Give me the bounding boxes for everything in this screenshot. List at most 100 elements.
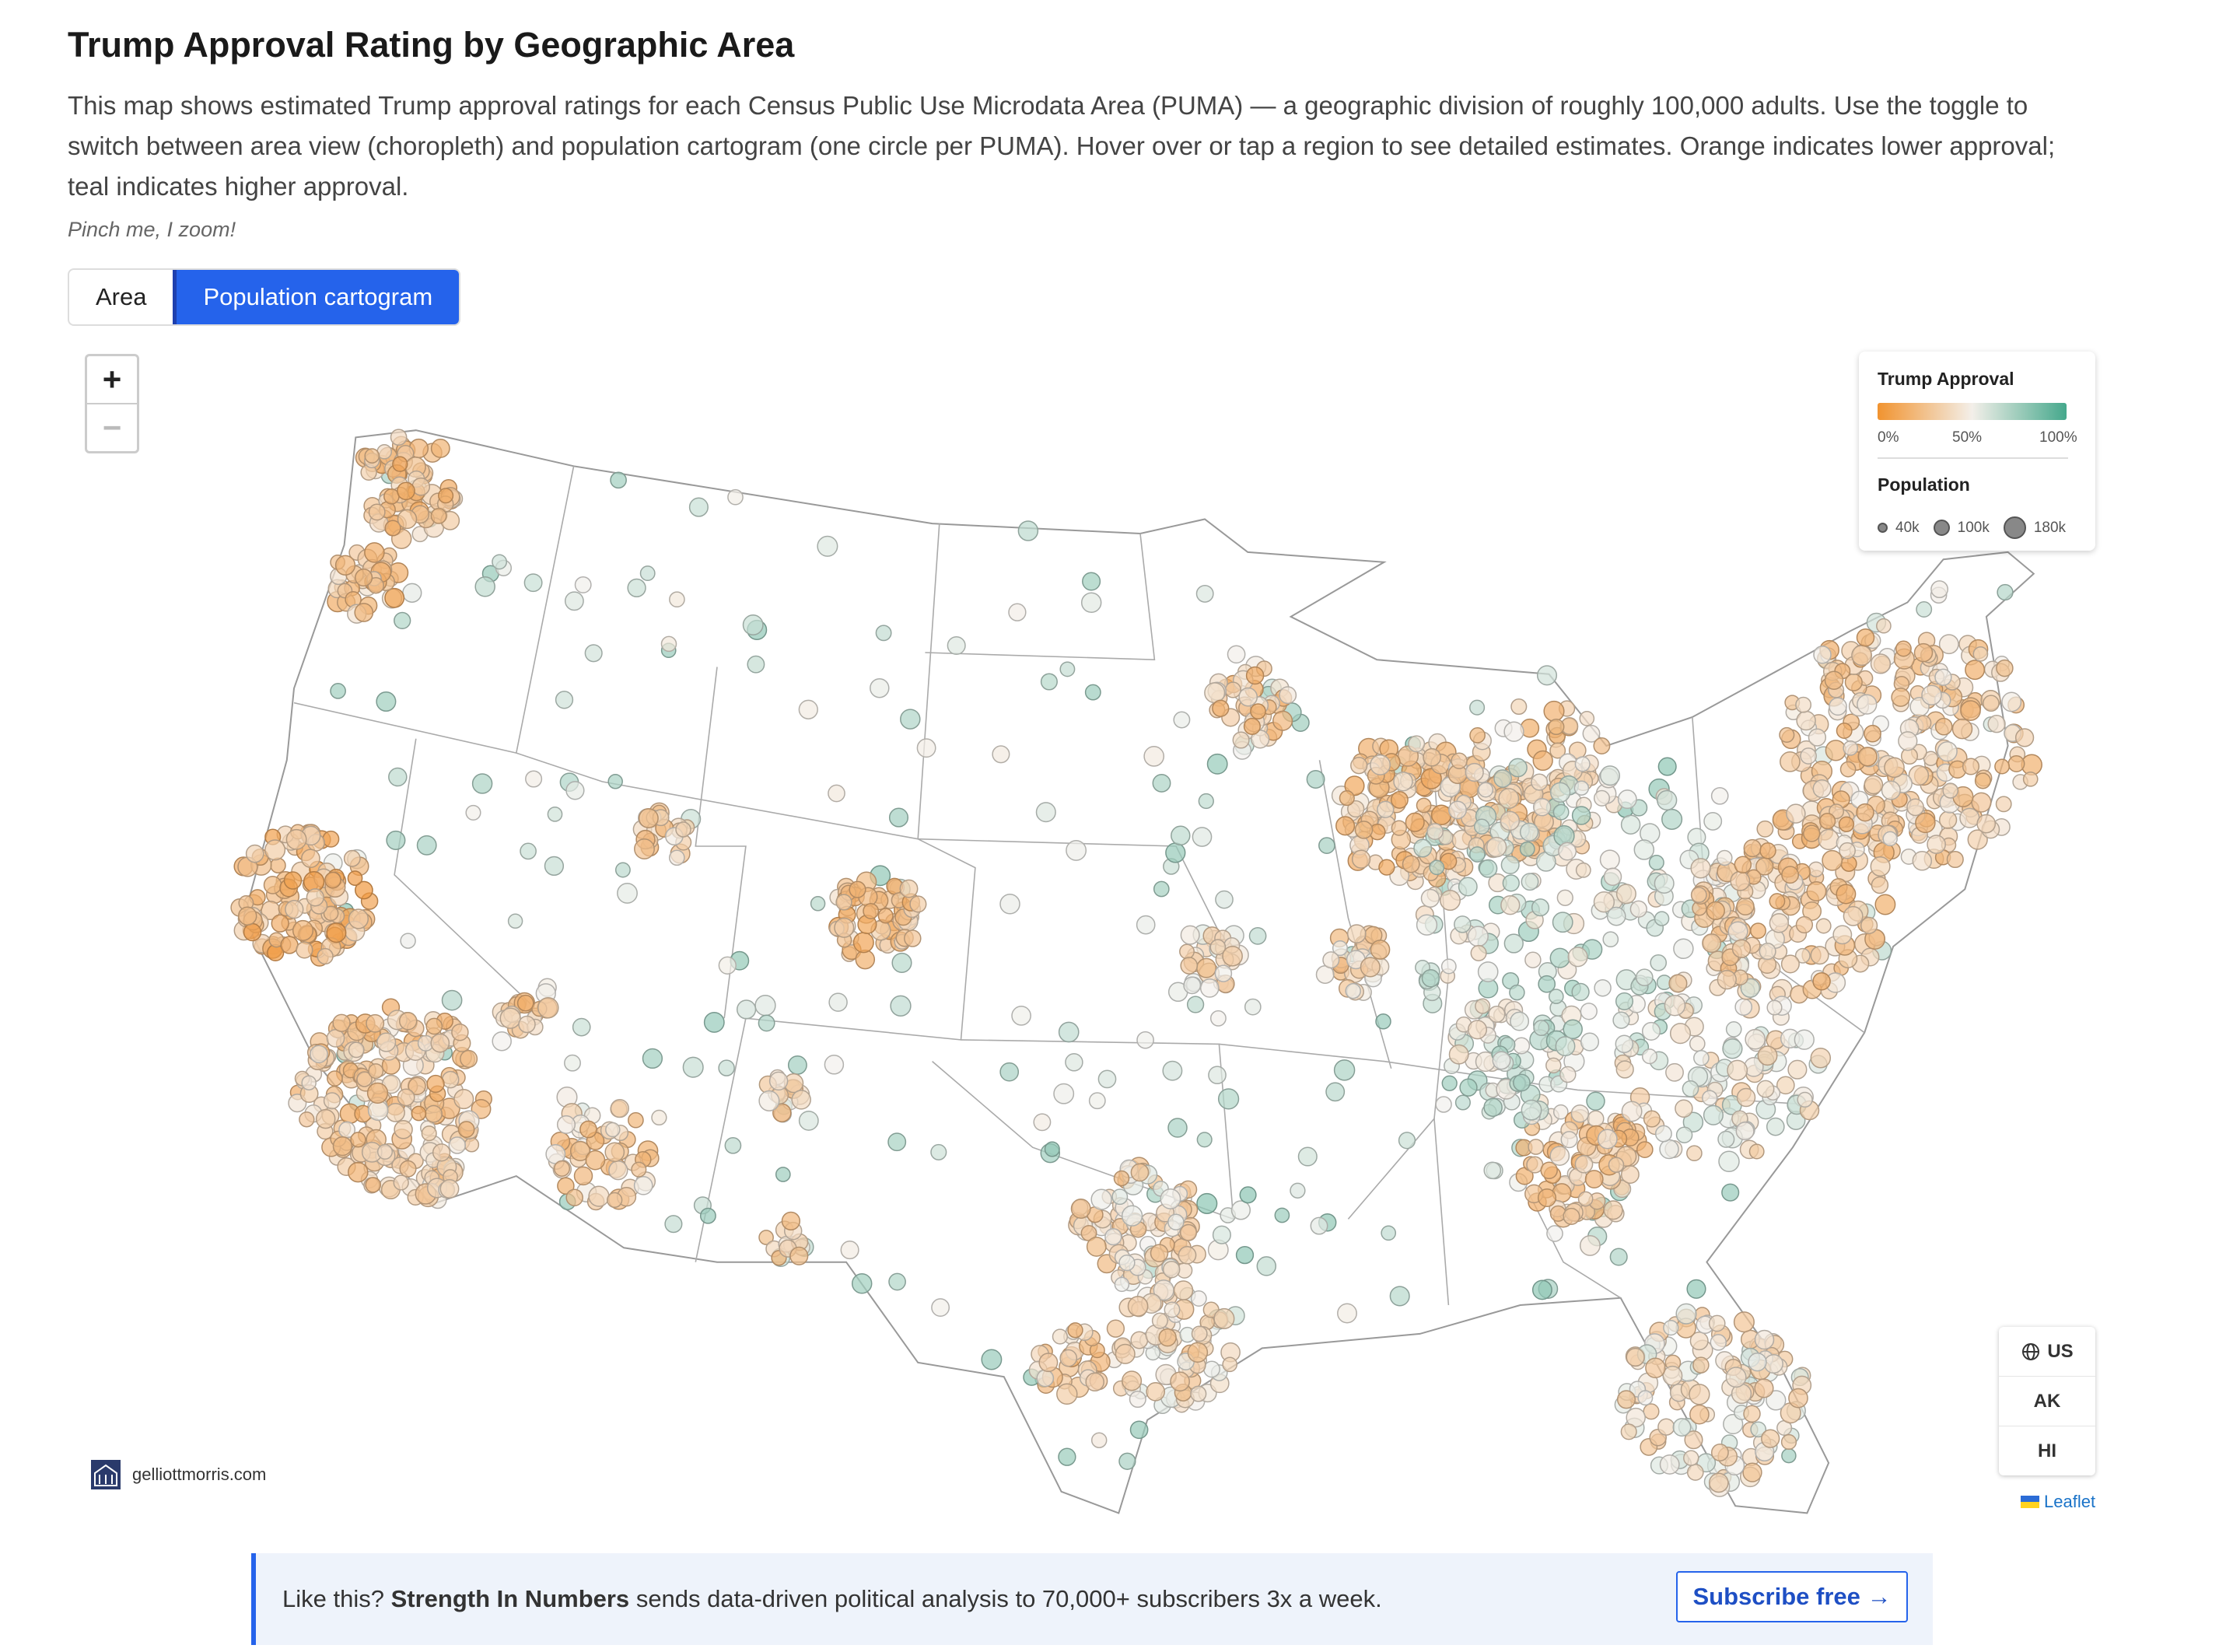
puma-circle[interactable] — [1483, 1097, 1503, 1117]
puma-circle[interactable] — [1059, 1349, 1078, 1367]
puma-circle[interactable] — [1884, 757, 1905, 779]
puma-circle[interactable] — [565, 781, 585, 800]
puma-circle[interactable] — [617, 882, 638, 904]
puma-circle[interactable] — [1256, 1256, 1277, 1276]
puma-circle[interactable] — [1552, 1104, 1569, 1120]
puma-circle[interactable] — [1548, 989, 1564, 1004]
puma-circle[interactable] — [877, 908, 894, 924]
puma-circle[interactable] — [1150, 1244, 1169, 1262]
puma-circle[interactable] — [1297, 1146, 1318, 1167]
puma-circle[interactable] — [1718, 1150, 1740, 1173]
puma-circle[interactable] — [1500, 810, 1521, 831]
puma-circle[interactable] — [1420, 768, 1442, 789]
puma-circle[interactable] — [1629, 900, 1647, 918]
puma-circle[interactable] — [1420, 888, 1440, 908]
puma-circle[interactable] — [564, 591, 584, 611]
puma-circle[interactable] — [492, 554, 508, 570]
puma-circle[interactable] — [1643, 1110, 1661, 1128]
puma-circle[interactable] — [364, 542, 385, 563]
puma-circle[interactable] — [1536, 665, 1558, 686]
puma-circle[interactable] — [579, 1120, 597, 1139]
puma-circle[interactable] — [1689, 1384, 1710, 1405]
puma-circle[interactable] — [1584, 1170, 1604, 1189]
puma-circle[interactable] — [1206, 753, 1228, 775]
puma-circle[interactable] — [356, 1071, 373, 1087]
puma-circle[interactable] — [1689, 1332, 1709, 1351]
puma-circle[interactable] — [1731, 939, 1752, 958]
puma-circle[interactable] — [1796, 710, 1816, 731]
puma-circle[interactable] — [1882, 831, 1898, 847]
puma-circle[interactable] — [1620, 1423, 1637, 1440]
puma-circle[interactable] — [1620, 1165, 1640, 1185]
puma-circle[interactable] — [642, 1048, 663, 1069]
puma-circle[interactable] — [1836, 723, 1853, 739]
puma-circle[interactable] — [1599, 765, 1621, 786]
puma-circle[interactable] — [451, 1023, 469, 1041]
puma-circle[interactable] — [299, 1111, 315, 1128]
puma-circle[interactable] — [453, 1089, 474, 1110]
puma-circle[interactable] — [1052, 1328, 1069, 1345]
puma-circle[interactable] — [1521, 1099, 1542, 1121]
puma-circle[interactable] — [899, 879, 919, 898]
puma-circle[interactable] — [1898, 731, 1918, 751]
puma-circle[interactable] — [668, 849, 685, 866]
puma-circle[interactable] — [1839, 761, 1857, 778]
puma-circle[interactable] — [426, 1074, 445, 1094]
puma-circle[interactable] — [1717, 849, 1733, 866]
puma-circle[interactable] — [264, 839, 286, 861]
puma-circle[interactable] — [1617, 789, 1637, 810]
puma-circle[interactable] — [1470, 944, 1487, 961]
puma-circle[interactable] — [981, 1349, 1003, 1370]
puma-circle[interactable] — [1492, 1051, 1511, 1070]
puma-circle[interactable] — [1824, 670, 1844, 690]
puma-circle[interactable] — [1912, 851, 1933, 871]
puma-circle[interactable] — [1706, 901, 1725, 921]
puma-circle[interactable] — [1725, 1021, 1742, 1038]
puma-circle[interactable] — [931, 1298, 950, 1318]
puma-circle[interactable] — [1860, 916, 1878, 935]
puma-circle[interactable] — [1440, 958, 1457, 975]
puma-circle[interactable] — [1829, 697, 1847, 716]
puma-circle[interactable] — [849, 880, 866, 898]
puma-circle[interactable] — [388, 767, 408, 787]
puma-circle[interactable] — [1538, 975, 1556, 993]
puma-circle[interactable] — [1199, 978, 1220, 998]
puma-circle[interactable] — [1058, 1447, 1076, 1466]
puma-circle[interactable] — [1563, 1207, 1580, 1225]
puma-circle[interactable] — [1721, 1183, 1740, 1202]
puma-circle[interactable] — [1325, 1082, 1346, 1102]
puma-circle[interactable] — [1465, 762, 1484, 782]
puma-circle[interactable] — [1937, 740, 1958, 762]
puma-circle[interactable] — [411, 1105, 427, 1122]
puma-circle[interactable] — [1736, 897, 1755, 916]
puma-circle[interactable] — [317, 947, 334, 965]
puma-circle[interactable] — [1664, 994, 1686, 1017]
puma-circle[interactable] — [1654, 911, 1670, 926]
puma-circle[interactable] — [614, 862, 631, 878]
puma-circle[interactable] — [1717, 969, 1737, 990]
puma-circle[interactable] — [1725, 1367, 1747, 1388]
puma-circle[interactable] — [1603, 1200, 1623, 1220]
puma-circle[interactable] — [1035, 802, 1056, 823]
puma-circle[interactable] — [394, 1120, 413, 1139]
puma-circle[interactable] — [430, 439, 450, 458]
puma-circle[interactable] — [376, 1032, 397, 1052]
puma-circle[interactable] — [1693, 1049, 1710, 1066]
puma-circle[interactable] — [1843, 740, 1859, 756]
puma-circle[interactable] — [1192, 827, 1213, 847]
puma-circle[interactable] — [343, 849, 361, 867]
puma-circle[interactable] — [1136, 1031, 1154, 1049]
puma-circle[interactable] — [457, 1121, 475, 1138]
puma-circle[interactable] — [1040, 673, 1058, 691]
puma-circle[interactable] — [1008, 603, 1027, 621]
puma-circle[interactable] — [1375, 1013, 1391, 1030]
puma-circle[interactable] — [1044, 1141, 1060, 1157]
puma-circle[interactable] — [1104, 1227, 1122, 1246]
puma-circle[interactable] — [585, 1150, 606, 1171]
puma-circle[interactable] — [1393, 771, 1413, 792]
puma-circle[interactable] — [1111, 1188, 1129, 1206]
puma-circle[interactable] — [1493, 769, 1512, 788]
puma-circle[interactable] — [1808, 728, 1827, 747]
puma-circle[interactable] — [1616, 1390, 1636, 1409]
puma-circle[interactable] — [1983, 695, 2000, 712]
